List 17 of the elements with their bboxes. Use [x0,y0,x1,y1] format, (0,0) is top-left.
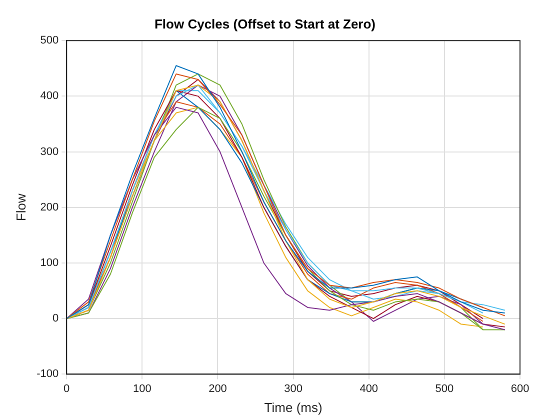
x-tick-label: 200 [208,382,227,395]
y-tick-label: 100 [40,257,59,270]
x-tick-label: 300 [284,382,302,395]
x-tick-label: 500 [435,382,454,395]
y-tick-label: -100 [36,368,59,380]
y-tick-label: 0 [52,312,59,325]
y-tick-label: 200 [40,201,59,214]
x-tick-label: 600 [510,382,530,395]
x-tick-label: 400 [360,382,378,395]
y-tick-label: 300 [40,146,59,158]
chart-title: Flow Cycles (Offset to Start at Zero) [154,16,376,32]
y-tick-label: 500 [40,34,59,47]
x-tick-label: 100 [133,382,152,395]
x-axis-title: Time (ms) [264,400,322,415]
x-tick-label: 0 [64,382,70,395]
y-axis-title: Flow [13,193,28,222]
y-tick-label: 400 [40,90,59,102]
